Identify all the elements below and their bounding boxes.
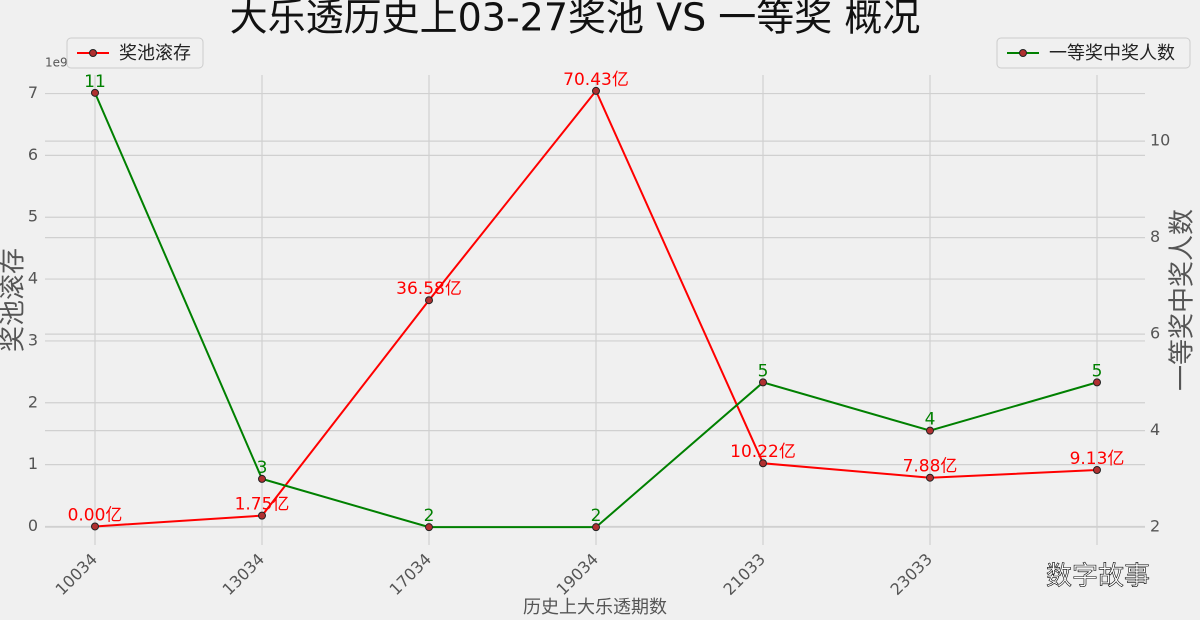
chart-title: 大乐透历史上03-27奖池 VS 一等奖 概况 [230,0,921,40]
marker [1093,465,1101,474]
legend-label: 奖池滚存 [119,43,191,64]
marker [425,296,433,305]
data-label: 0.00亿 [68,505,123,525]
data-label: 9.13亿 [1070,449,1125,469]
marker [592,523,600,532]
marker [258,511,266,520]
legend-label: 一等奖中奖人数 [1049,43,1175,64]
watermark: 数字故事 [1046,562,1150,592]
y-tick-label: 6 [28,145,38,164]
legend-box [996,37,1191,69]
marker [1093,378,1101,387]
data-label: 4 [925,410,936,430]
y-tick-label: 0 [28,516,38,535]
data-label: 11 [84,72,106,92]
data-label: 1.75亿 [235,495,290,515]
data-label: 7.88亿 [903,457,958,477]
y2-axis-label: 一等奖中奖人数 [1168,209,1198,391]
data-label: 5 [758,361,769,381]
marker [91,522,99,531]
y-tick-label: 7 [28,83,38,102]
data-label: 10.22亿 [730,442,796,462]
data-label: 36.58亿 [396,279,462,299]
y-tick-label: 3 [28,330,38,349]
legend-marker [1019,49,1027,57]
y-axis-label: 奖池滚存 [0,248,29,352]
data-label: 2 [424,506,435,526]
marker [759,378,767,387]
y-tick-label: 4 [28,269,38,288]
data-label: 2 [591,506,602,526]
data-label: 70.43亿 [563,70,629,90]
legend-box [66,37,204,69]
data-label: 5 [1092,361,1103,381]
y2-tick-label: 6 [1150,324,1160,343]
y2-tick-label: 10 [1150,131,1170,150]
y-offset-label: 1e9 [45,56,68,70]
legend-marker [89,49,97,57]
data-label: 3 [257,458,268,478]
marker [759,459,767,468]
y2-tick-label: 8 [1150,227,1160,246]
marker [926,426,934,435]
x-axis-label: 历史上大乐透期数 [523,597,667,618]
y-tick-label: 5 [28,207,38,226]
y-tick-label: 1 [28,454,38,473]
y-tick-label: 2 [28,392,38,411]
marker [926,473,934,482]
y2-tick-label: 2 [1150,517,1160,536]
marker [258,474,266,483]
y2-tick-label: 4 [1150,420,1160,439]
marker [425,523,433,532]
marker [592,86,600,95]
marker [91,88,99,97]
